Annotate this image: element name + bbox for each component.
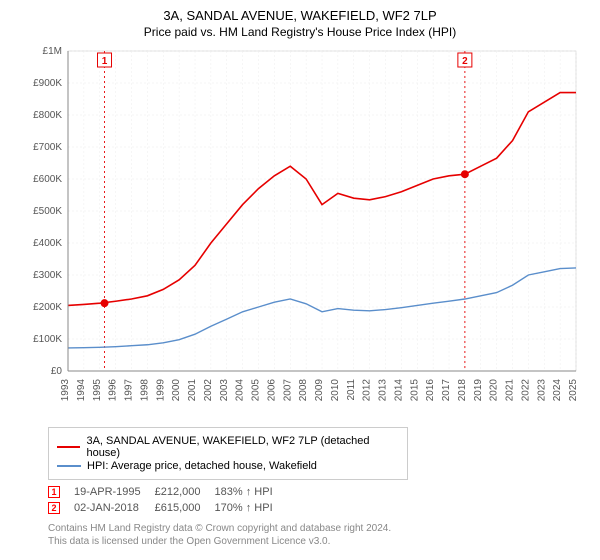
chart-subtitle: Price paid vs. HM Land Registry's House … <box>12 25 588 39</box>
svg-text:2011: 2011 <box>346 379 357 401</box>
svg-text:2018: 2018 <box>457 379 468 402</box>
svg-text:1993: 1993 <box>60 379 71 402</box>
svg-text:2014: 2014 <box>393 379 404 402</box>
chart-area: £0 £100K £200K £300K £400K £500K £600K £700K £80… <box>12 45 588 421</box>
svg-text:2005: 2005 <box>251 379 262 402</box>
chart-title: 3A, SANDAL AVENUE, WAKEFIELD, WF2 7LP <box>12 8 588 23</box>
marker-number-icon: 1 <box>48 486 60 498</box>
svg-text:2015: 2015 <box>409 379 420 402</box>
svg-text:2020: 2020 <box>489 379 500 402</box>
svg-text:1998: 1998 <box>139 379 150 402</box>
legend: 3A, SANDAL AVENUE, WAKEFIELD, WF2 7LP (d… <box>48 427 408 480</box>
svg-text:£700K: £700K <box>33 142 62 153</box>
svg-text:2002: 2002 <box>203 379 214 402</box>
legend-item: 3A, SANDAL AVENUE, WAKEFIELD, WF2 7LP (d… <box>57 435 399 459</box>
svg-text:1996: 1996 <box>108 379 119 402</box>
svg-text:2021: 2021 <box>505 379 516 402</box>
svg-text:2008: 2008 <box>298 379 309 402</box>
marker-number-icon: 2 <box>48 502 60 514</box>
line-chart-svg: £0 £100K £200K £300K £400K £500K £600K £700K £80… <box>12 45 588 421</box>
table-row: 2 02-JAN-2018£615,000170% ↑ HPI <box>48 500 287 516</box>
svg-text:2: 2 <box>462 56 468 67</box>
point-date: 02-JAN-2018 <box>74 500 155 516</box>
attribution-line1: Contains HM Land Registry data © Crown c… <box>48 523 391 534</box>
svg-text:£100K: £100K <box>33 334 62 345</box>
svg-text:£0: £0 <box>51 366 63 377</box>
svg-text:2024: 2024 <box>552 379 563 402</box>
svg-text:2004: 2004 <box>235 379 246 402</box>
legend-label: 3A, SANDAL AVENUE, WAKEFIELD, WF2 7LP (d… <box>86 435 399 459</box>
marker-points-table: 1 19-APR-1995£212,000183% ↑ HPI 2 02-JAN-20… <box>48 484 287 516</box>
svg-text:2013: 2013 <box>378 379 389 402</box>
svg-text:1999: 1999 <box>155 379 166 402</box>
point-price: £212,000 <box>155 484 215 500</box>
svg-text:2012: 2012 <box>362 379 373 402</box>
svg-text:2022: 2022 <box>520 379 531 402</box>
svg-text:2009: 2009 <box>314 379 325 402</box>
point-date: 19-APR-1995 <box>74 484 155 500</box>
svg-text:£900K: £900K <box>33 78 62 89</box>
table-row: 1 19-APR-1995£212,000183% ↑ HPI <box>48 484 287 500</box>
attribution-note: Contains HM Land Registry data © Crown c… <box>48 522 588 548</box>
svg-text:1: 1 <box>102 56 108 67</box>
svg-text:2025: 2025 <box>568 379 579 402</box>
svg-text:2023: 2023 <box>536 379 547 402</box>
svg-text:1995: 1995 <box>92 379 103 402</box>
legend-swatch <box>57 465 81 467</box>
svg-text:£200K: £200K <box>33 302 62 313</box>
svg-text:2010: 2010 <box>330 379 341 402</box>
svg-text:£800K: £800K <box>33 110 62 121</box>
svg-text:£600K: £600K <box>33 174 62 185</box>
svg-text:£400K: £400K <box>33 238 62 249</box>
attribution-line2: This data is licensed under the Open Gov… <box>48 536 330 547</box>
legend-item: HPI: Average price, detached house, Wake… <box>57 460 399 472</box>
svg-text:2016: 2016 <box>425 379 436 402</box>
svg-text:2019: 2019 <box>473 379 484 402</box>
svg-text:£500K: £500K <box>33 206 62 217</box>
svg-text:£300K: £300K <box>33 270 62 281</box>
point-price: £615,000 <box>155 500 215 516</box>
svg-text:1994: 1994 <box>76 379 87 402</box>
svg-text:1997: 1997 <box>124 379 135 402</box>
point-hpi: 183% ↑ HPI <box>215 484 287 500</box>
svg-text:2001: 2001 <box>187 379 198 402</box>
point-hpi: 170% ↑ HPI <box>215 500 287 516</box>
svg-text:2006: 2006 <box>266 379 277 402</box>
svg-text:2000: 2000 <box>171 379 182 402</box>
svg-text:2007: 2007 <box>282 379 293 402</box>
chart-container: 3A, SANDAL AVENUE, WAKEFIELD, WF2 7LP Pr… <box>0 0 600 560</box>
svg-text:2017: 2017 <box>441 379 452 402</box>
svg-text:2003: 2003 <box>219 379 230 402</box>
legend-label: HPI: Average price, detached house, Wake… <box>87 460 317 472</box>
legend-swatch <box>57 446 80 448</box>
svg-text:£1M: £1M <box>43 46 62 57</box>
